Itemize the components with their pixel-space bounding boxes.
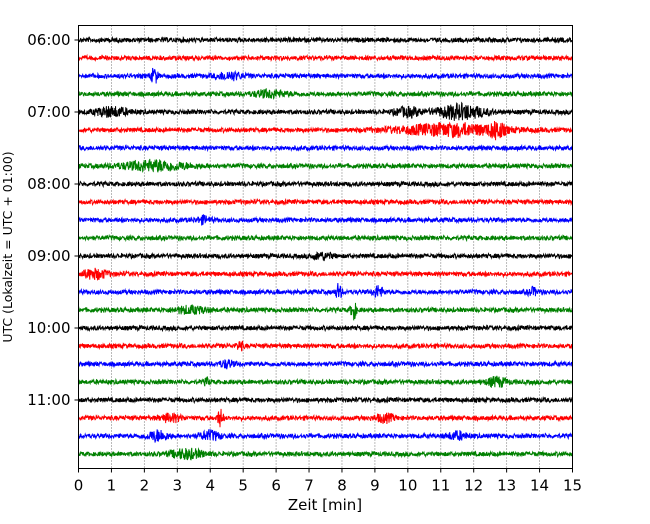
trace-line	[78, 375, 573, 388]
grid	[111, 25, 540, 469]
trace-line	[78, 67, 573, 84]
x-tick-label: 5	[238, 477, 248, 495]
x-tick-label: 3	[173, 477, 183, 495]
x-tick-label: 15	[563, 477, 582, 495]
y-tick-label: 07:00	[27, 103, 70, 121]
trace-line	[78, 251, 573, 262]
x-tick-label: 6	[271, 477, 281, 495]
trace-line	[78, 283, 573, 299]
x-tick-label: 11	[431, 477, 450, 495]
trace-line	[78, 267, 573, 281]
x-tick-label: 0	[74, 477, 84, 495]
x-tick-label: 13	[497, 477, 516, 495]
y-tick-label: 08:00	[27, 175, 70, 193]
y-tick-label: 06:00	[27, 31, 70, 49]
x-axis: 0 1 2 3 4 5 6 7 8 9 10 11 12 13 14 15	[74, 468, 582, 495]
x-tick-label: 10	[398, 477, 417, 495]
x-axis-label: Zeit [min]	[288, 496, 362, 514]
trace-line	[78, 88, 573, 100]
trace-line	[78, 101, 573, 121]
x-tick-label: 12	[464, 477, 483, 495]
trace-line	[78, 428, 573, 443]
trace-line	[78, 233, 573, 243]
trace-line	[78, 158, 573, 174]
y-tick-label: 09:00	[27, 247, 70, 265]
trace-line	[78, 395, 573, 405]
trace-line	[78, 302, 573, 321]
x-tick-label: 7	[304, 477, 314, 495]
trace-line	[78, 214, 573, 226]
x-tick-label: 4	[205, 477, 215, 495]
y-axis: 06:00 07:00 08:00 09:00 10:00 11:00	[27, 31, 79, 409]
plot-frame	[78, 25, 573, 469]
trace-line	[78, 143, 573, 153]
traces	[78, 35, 573, 461]
x-tick-label: 14	[530, 477, 549, 495]
y-tick-label: 11:00	[27, 391, 70, 409]
x-tick-label: 9	[370, 477, 380, 495]
trace-line	[78, 340, 573, 352]
x-tick-label: 8	[337, 477, 347, 495]
trace-line	[78, 197, 573, 207]
y-tick-label: 10:00	[27, 319, 70, 337]
trace-line	[78, 120, 573, 141]
trace-line	[78, 408, 573, 428]
x-tick-label: 2	[140, 477, 150, 495]
trace-line	[78, 179, 573, 189]
trace-line	[78, 35, 573, 45]
y-axis-label: UTC (Lokalzeit = UTC + 01:00)	[0, 151, 15, 342]
x-tick-label: 1	[107, 477, 117, 495]
trace-line	[78, 53, 573, 63]
trace-line	[78, 323, 573, 333]
trace-line	[78, 447, 573, 461]
trace-line	[78, 358, 573, 370]
